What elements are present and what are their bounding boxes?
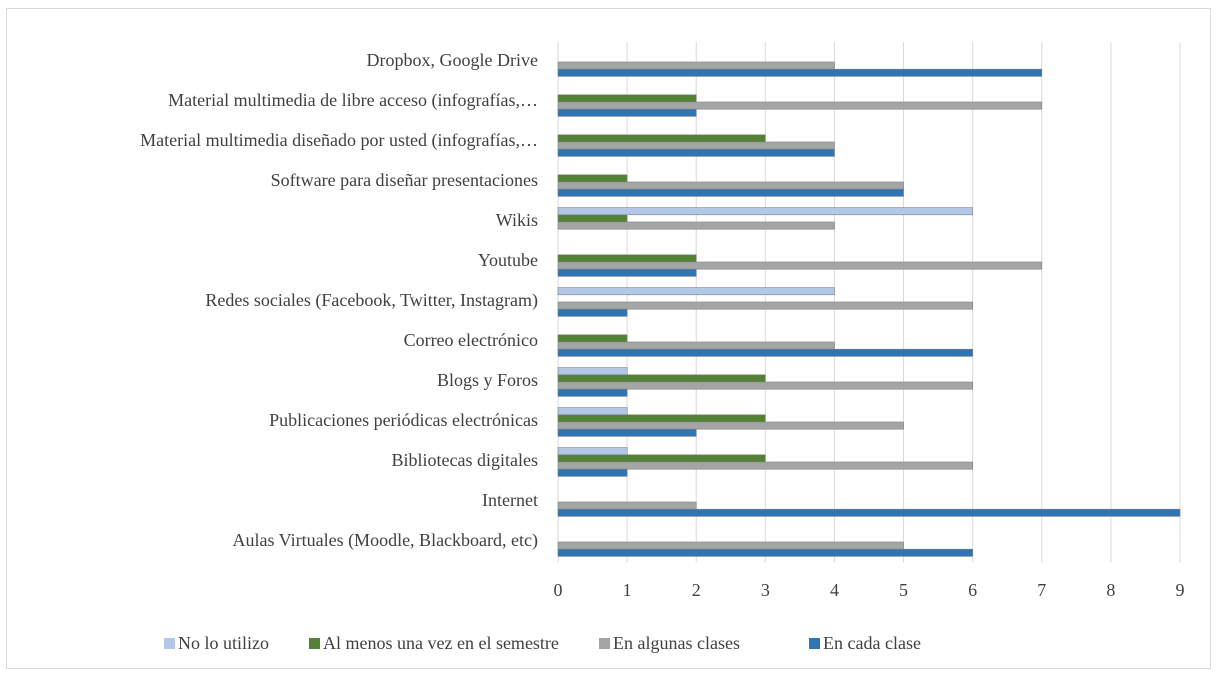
y-tick-label: Bibliotecas digitales xyxy=(392,450,538,470)
x-tick-label: 1 xyxy=(623,580,632,600)
bar xyxy=(557,68,1043,77)
legend-label: En algunas clases xyxy=(613,633,740,653)
bar xyxy=(557,188,904,197)
bar xyxy=(557,541,904,550)
bar xyxy=(557,388,628,397)
y-tick-label: Wikis xyxy=(496,210,538,230)
legend-label: No lo utilizo xyxy=(178,633,269,653)
x-tick-label: 4 xyxy=(830,580,839,600)
bar xyxy=(557,508,1181,517)
bar xyxy=(557,548,973,557)
legend-swatch xyxy=(809,638,820,649)
bar xyxy=(557,414,766,423)
x-tick-label: 8 xyxy=(1106,580,1115,600)
x-tick-label: 2 xyxy=(692,580,701,600)
bar xyxy=(557,261,1043,270)
x-tick-label: 5 xyxy=(899,580,908,600)
bar xyxy=(557,287,835,296)
bar xyxy=(557,407,628,416)
x-tick-label: 6 xyxy=(968,580,977,600)
bar xyxy=(557,254,697,263)
legend-swatch xyxy=(599,638,610,649)
y-tick-label: Redes sociales (Facebook, Twitter, Insta… xyxy=(205,290,538,311)
bar xyxy=(557,367,628,376)
y-tick-label: Blogs y Foros xyxy=(437,370,538,390)
y-tick-label: Software para diseñar presentaciones xyxy=(271,170,538,190)
bar xyxy=(557,454,766,463)
bar xyxy=(557,461,973,470)
bar xyxy=(557,174,628,183)
bar xyxy=(557,214,628,223)
bar xyxy=(557,428,697,437)
bar xyxy=(557,501,697,510)
legend-label: En cada clase xyxy=(823,633,921,653)
y-tick-label: Dropbox, Google Drive xyxy=(367,50,538,70)
y-tick-label: Youtube xyxy=(478,250,538,270)
bar xyxy=(557,374,766,383)
bar xyxy=(557,341,835,350)
bar xyxy=(557,108,697,117)
y-tick-label: Internet xyxy=(482,490,538,510)
bar xyxy=(557,447,628,456)
y-tick-label: Material multimedia de libre acceso (inf… xyxy=(168,90,538,111)
x-tick-label: 7 xyxy=(1037,580,1046,600)
y-tick-label: Aulas Virtuales (Moodle, Blackboard, etc… xyxy=(233,530,539,551)
bar xyxy=(557,221,835,230)
bar xyxy=(557,301,973,310)
y-tick-label: Publicaciones periódicas electrónicas xyxy=(269,410,538,430)
bar xyxy=(557,94,697,103)
y-tick-label: Correo electrónico xyxy=(404,330,538,350)
bar xyxy=(557,268,697,277)
bar xyxy=(557,381,973,390)
bar xyxy=(557,334,628,343)
bar xyxy=(557,181,904,190)
bar xyxy=(557,141,835,150)
y-tick-label: Material multimedia diseñado por usted (… xyxy=(140,130,538,151)
legend-swatch xyxy=(309,638,320,649)
bar xyxy=(557,134,766,143)
bar xyxy=(557,468,628,477)
x-tick-label: 9 xyxy=(1176,580,1185,600)
bar xyxy=(557,348,973,357)
bar xyxy=(557,101,1043,110)
legend-swatch xyxy=(164,638,175,649)
bar xyxy=(557,148,835,157)
x-tick-label: 3 xyxy=(761,580,770,600)
legend-label: Al menos una vez en el semestre xyxy=(323,633,559,653)
bar xyxy=(557,308,628,317)
bar xyxy=(557,421,904,430)
bar xyxy=(557,207,973,216)
x-tick-label: 0 xyxy=(554,580,563,600)
bar xyxy=(557,61,835,70)
